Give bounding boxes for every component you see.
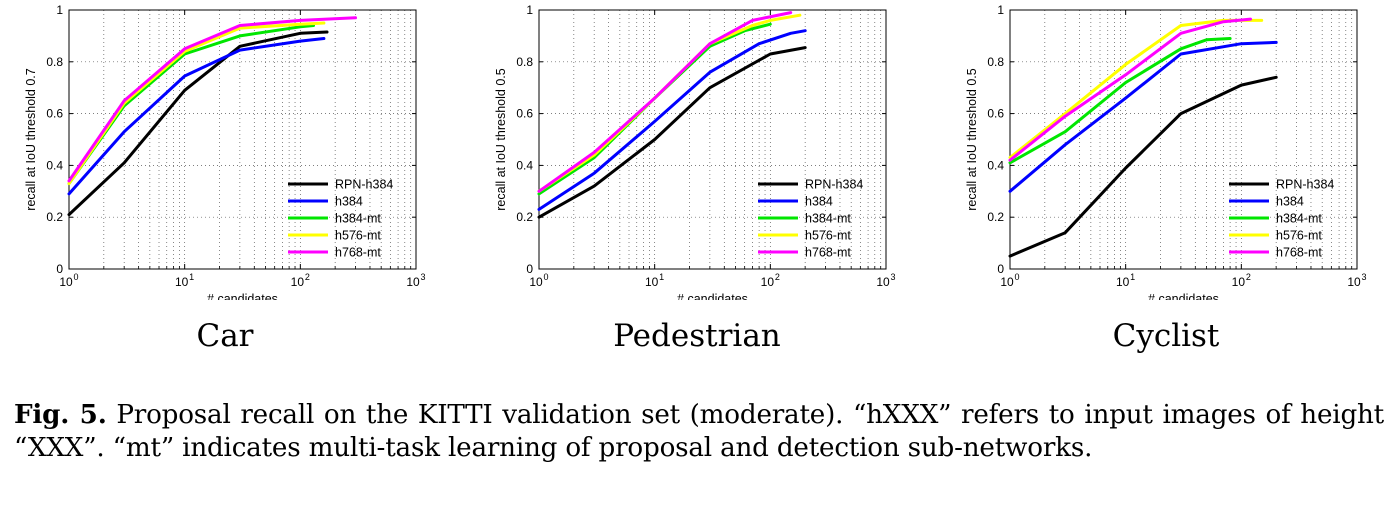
x-tick-exponent: 2 xyxy=(1246,272,1251,282)
x-tick-label: 10 xyxy=(175,275,189,289)
x-tick-label: 10 xyxy=(59,275,73,289)
y-tick-label: 0 xyxy=(526,262,533,276)
plot-area xyxy=(539,10,886,269)
series-line-h768-mt xyxy=(537,11,793,193)
x-tick-exponent: 0 xyxy=(1014,272,1019,282)
chart-subtitle-car: Car xyxy=(196,318,254,354)
legend-label: h768-mt xyxy=(1276,246,1322,260)
series-line-h768-mt xyxy=(1008,17,1252,162)
y-tick-label: 0 xyxy=(56,262,63,276)
x-tick-exponent: 0 xyxy=(73,272,78,282)
caption-text: Proposal recall on the KITTI validation … xyxy=(14,400,1384,463)
legend-label: h384 xyxy=(335,195,363,209)
x-tick-label: 10 xyxy=(406,275,420,289)
series-line-rpn-h384 xyxy=(537,46,807,219)
x-tick-label: 10 xyxy=(645,275,659,289)
x-tick-label: 10 xyxy=(291,275,305,289)
series-line-h768-mt xyxy=(67,16,357,183)
y-tick-label: 0.2 xyxy=(516,210,533,224)
legend-label: RPN-h384 xyxy=(1276,178,1334,192)
legend-label: h576-mt xyxy=(1276,229,1322,243)
series-line-h384 xyxy=(537,29,807,211)
y-tick-label: 1 xyxy=(997,3,1004,17)
y-tick-label: 0.2 xyxy=(46,210,63,224)
x-tick-exponent: 2 xyxy=(775,272,780,282)
y-tick-label: 0.8 xyxy=(46,55,63,69)
x-tick-label: 10 xyxy=(1116,275,1130,289)
series-line-h384 xyxy=(1008,40,1278,193)
legend-label: h384-mt xyxy=(335,212,381,226)
y-tick-label: 0.8 xyxy=(516,55,533,69)
x-tick-label: 10 xyxy=(876,275,890,289)
x-tick-exponent: 0 xyxy=(543,272,548,282)
legend-label: RPN-h384 xyxy=(335,178,393,192)
x-axis-label: # candidates xyxy=(1148,292,1219,300)
y-axis-label: recall at IoU threshold 0.5 xyxy=(965,68,979,210)
y-tick-label: 0.2 xyxy=(987,210,1004,224)
series-line-h384 xyxy=(67,37,326,196)
series-line-rpn-h384 xyxy=(1008,75,1278,258)
x-tick-label: 10 xyxy=(1232,275,1246,289)
x-tick-label: 10 xyxy=(1000,275,1014,289)
plot-area xyxy=(69,10,416,269)
figure-caption: Fig. 5. Proposal recall on the KITTI val… xyxy=(14,398,1384,465)
x-tick-label: 10 xyxy=(529,275,543,289)
x-axis-label: # candidates xyxy=(677,292,748,300)
x-tick-exponent: 2 xyxy=(305,272,310,282)
x-tick-exponent: 1 xyxy=(1130,272,1135,282)
axis-box xyxy=(68,9,417,270)
axis-box xyxy=(1009,9,1358,270)
x-tick-exponent: 1 xyxy=(189,272,194,282)
y-tick-label: 0.4 xyxy=(516,158,533,172)
y-axis-label: recall at IoU threshold 0.5 xyxy=(494,68,508,210)
y-tick-label: 0 xyxy=(997,262,1004,276)
legend-label: h384 xyxy=(805,195,833,209)
y-tick-label: 1 xyxy=(526,3,533,17)
axis-box xyxy=(538,9,887,270)
y-tick-label: 0.8 xyxy=(987,55,1004,69)
y-tick-label: 0.4 xyxy=(46,158,63,172)
x-tick-exponent: 3 xyxy=(890,272,895,282)
legend-label: h576-mt xyxy=(335,229,381,243)
y-tick-label: 1 xyxy=(56,3,63,17)
legend-label: h768-mt xyxy=(805,246,851,260)
x-axis-label: # candidates xyxy=(207,292,278,300)
series-line-h384-mt xyxy=(1008,37,1232,165)
y-tick-label: 0.4 xyxy=(987,158,1004,172)
x-tick-exponent: 1 xyxy=(659,272,664,282)
legend-label: h576-mt xyxy=(805,229,851,243)
chart-subtitle-cyclist: Cyclist xyxy=(1112,318,1220,354)
x-tick-label: 10 xyxy=(1347,275,1361,289)
legend-label: RPN-h384 xyxy=(805,178,863,192)
caption-label: Fig. 5. xyxy=(14,399,107,430)
x-tick-label: 10 xyxy=(761,275,775,289)
chart-subtitle-pedestrian: Pedestrian xyxy=(613,318,781,354)
y-tick-label: 0.6 xyxy=(46,107,63,121)
y-axis-label: recall at IoU threshold 0.7 xyxy=(24,68,38,210)
charts-row: 0 0.2 0.4 0.6 0.8 1 10 0 10 1 10 2 10 3 # candidates re… xyxy=(24,3,1367,306)
legend-label: h384-mt xyxy=(1276,212,1322,226)
y-tick-label: 0.6 xyxy=(987,107,1004,121)
x-tick-exponent: 3 xyxy=(1361,272,1366,282)
legend-label: h768-mt xyxy=(335,246,381,260)
legend-label: h384-mt xyxy=(805,212,851,226)
series-line-rpn-h384 xyxy=(67,30,329,217)
y-tick-label: 0.6 xyxy=(516,107,533,121)
legend-label: h384 xyxy=(1276,195,1304,209)
x-tick-exponent: 3 xyxy=(420,272,425,282)
